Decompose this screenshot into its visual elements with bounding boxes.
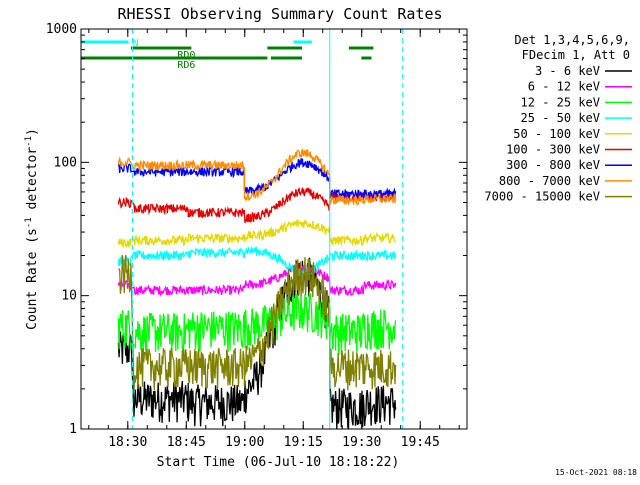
series-line-7 (117, 148, 397, 206)
series-line-4 (117, 218, 396, 248)
footer-timestamp: 15-Oct-2021 08:18 (555, 468, 637, 477)
y-tick-label: 1 (69, 422, 77, 437)
y-axis-label-exponent-2: -1 (24, 136, 34, 147)
legend-header-line-2: FDecim 1, Att 0 (522, 48, 630, 62)
legend-header-line-1: Det 1,3,4,5,6,9, (514, 33, 630, 47)
x-tick-label: 19:45 (401, 435, 440, 450)
y-tick-label: 100 (54, 155, 77, 170)
y-tick-label: 10 (61, 289, 77, 304)
x-tick-label: 19:15 (284, 435, 323, 450)
legend-label-2: 12 - 25 keV (521, 95, 600, 109)
legend-label-3: 25 - 50 keV (521, 111, 600, 125)
flag-label-rd0: RD0 (177, 50, 195, 61)
x-tick-label: 18:45 (167, 435, 206, 450)
y-axis-label-part-1: Count Rate (s (25, 228, 40, 330)
legend-label-4: 50 - 100 keV (513, 127, 600, 141)
legend-label-5: 100 - 300 keV (506, 143, 600, 157)
legend-label-0: 3 - 6 keV (535, 64, 600, 78)
flag-label-rd6: RD6 (177, 60, 195, 71)
x-tick-label: 19:30 (342, 435, 381, 450)
y-axis-label-part-2: detector (25, 147, 40, 218)
chart-title: RHESSI Observing Summary Count Rates (117, 5, 442, 23)
series-line-1 (117, 263, 397, 297)
y-tick-label: 1000 (46, 22, 77, 37)
y-axis-label-part-3: ) (25, 128, 40, 136)
x-tick-label: 18:30 (108, 435, 147, 450)
legend-label-6: 300 - 800 keV (506, 158, 600, 172)
legend-label-1: 6 - 12 keV (528, 80, 600, 94)
flag-label-n: N (133, 38, 139, 49)
series-line-3 (117, 245, 397, 278)
series-line-8 (118, 254, 397, 391)
y-axis-label: Count Rate (s-1 detector-1) (24, 128, 40, 330)
legend: Det 1,3,4,5,6,9, FDecim 1, Att 0 3 - 6 k… (484, 33, 632, 204)
legend-label-8: 7000 - 15000 keV (484, 190, 600, 204)
legend-label-7: 800 - 7000 keV (499, 174, 600, 188)
y-axis-label-exponent-1: -1 (24, 217, 34, 228)
x-tick-label: 19:00 (225, 435, 264, 450)
x-axis-label: Start Time (06-Jul-10 18:18:22) (157, 455, 400, 470)
plot-frame (80, 28, 468, 430)
